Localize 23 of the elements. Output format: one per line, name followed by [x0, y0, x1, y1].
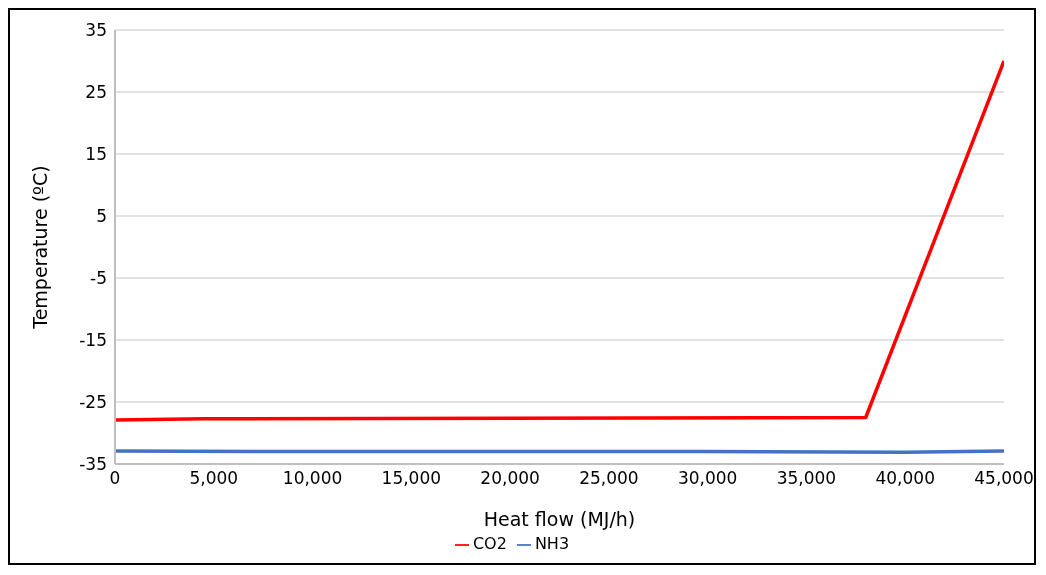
x-tick-label: 35,000: [776, 468, 837, 489]
y-tick-label: 15: [85, 144, 107, 165]
y-tick-label: 35: [85, 20, 107, 41]
x-tick-label: 15,000: [381, 468, 442, 489]
legend-label: CO2: [472, 534, 507, 553]
y-tick-label: -5: [90, 268, 107, 289]
x-tick-label: 40,000: [875, 468, 935, 489]
x-axis-title: Heat flow (MJ/h): [483, 508, 636, 530]
y-tick-label: 25: [85, 82, 107, 103]
legend-label: NH3: [534, 534, 570, 553]
x-tick-label: 45,000: [974, 468, 1034, 489]
x-tick-label: 30,000: [677, 468, 738, 489]
x-tick-label: 0: [109, 468, 121, 489]
x-tick-label: 25,000: [579, 468, 639, 489]
y-axis-title: Temperature (ºC): [28, 165, 51, 330]
y-tick-label: -15: [79, 330, 107, 351]
x-tick-label: 20,000: [480, 468, 540, 489]
line-series: [115, 59, 1004, 422]
y-tick-label: 5: [96, 206, 107, 227]
x-tick-label: 5,000: [189, 468, 239, 489]
y-tick-label: -35: [79, 454, 107, 475]
y-tick-label: -25: [79, 392, 107, 413]
x-tick-label: 10,000: [282, 468, 343, 489]
